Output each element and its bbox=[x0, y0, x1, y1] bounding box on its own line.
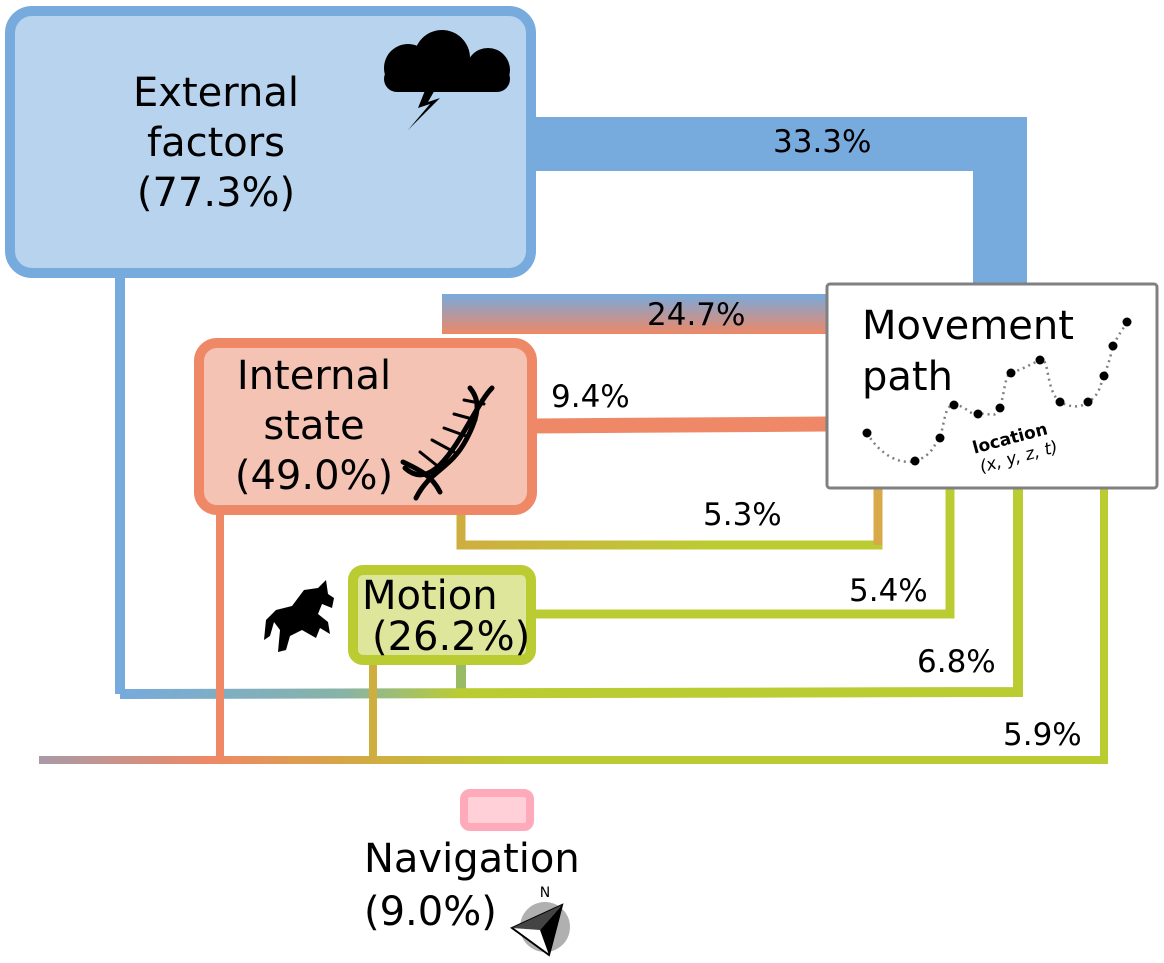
navigation-percent: (9.0%) bbox=[364, 889, 497, 935]
movement-path-box bbox=[825, 282, 1159, 490]
external-factors-percent: (77.3%) bbox=[137, 170, 295, 216]
motion-box bbox=[348, 565, 536, 665]
flow-motion-to-path bbox=[533, 488, 955, 619]
internal-state-label-1: Internal bbox=[237, 353, 391, 399]
flow-external-internal-to-path bbox=[442, 294, 828, 334]
trajectory-icon bbox=[862, 317, 1132, 466]
movement-path-label-2: path bbox=[862, 354, 953, 400]
external-factors-label-2: factors bbox=[147, 120, 285, 166]
flow-internal-to-path bbox=[531, 416, 829, 434]
movement-path-label-1: Movement bbox=[862, 303, 1074, 349]
compass-icon: N bbox=[510, 885, 570, 957]
storm-cloud-icon bbox=[384, 30, 510, 130]
internal-state-box bbox=[194, 338, 537, 515]
flow-label-5-3: 5.3% bbox=[703, 497, 782, 533]
motion-percent: (26.2%) bbox=[372, 614, 530, 660]
flow-label-5-4: 5.4% bbox=[849, 573, 928, 609]
navigation-label: Navigation bbox=[364, 836, 580, 882]
flow-all-to-path bbox=[39, 488, 1108, 764]
flow-label-33-3: 33.3% bbox=[773, 124, 871, 160]
flow-label-24-7: 24.7% bbox=[647, 297, 745, 333]
horse-icon bbox=[264, 580, 334, 652]
flow-label-5-9: 5.9% bbox=[1003, 717, 1082, 753]
flow-external-to-path bbox=[530, 117, 1027, 285]
flow-external-motion-to-path bbox=[119, 488, 1023, 699]
compass-north-letter: N bbox=[540, 885, 550, 901]
motion-label: Motion bbox=[362, 573, 498, 619]
flow-label-9-4: 9.4% bbox=[551, 379, 630, 415]
internal-state-percent: (49.0%) bbox=[235, 453, 393, 499]
navigation-box bbox=[460, 789, 534, 831]
flow-label-6-8: 6.8% bbox=[917, 644, 996, 680]
dna-icon bbox=[400, 385, 495, 501]
internal-state-label-2: state bbox=[263, 403, 364, 449]
external-factors-label-1: External bbox=[133, 70, 299, 116]
